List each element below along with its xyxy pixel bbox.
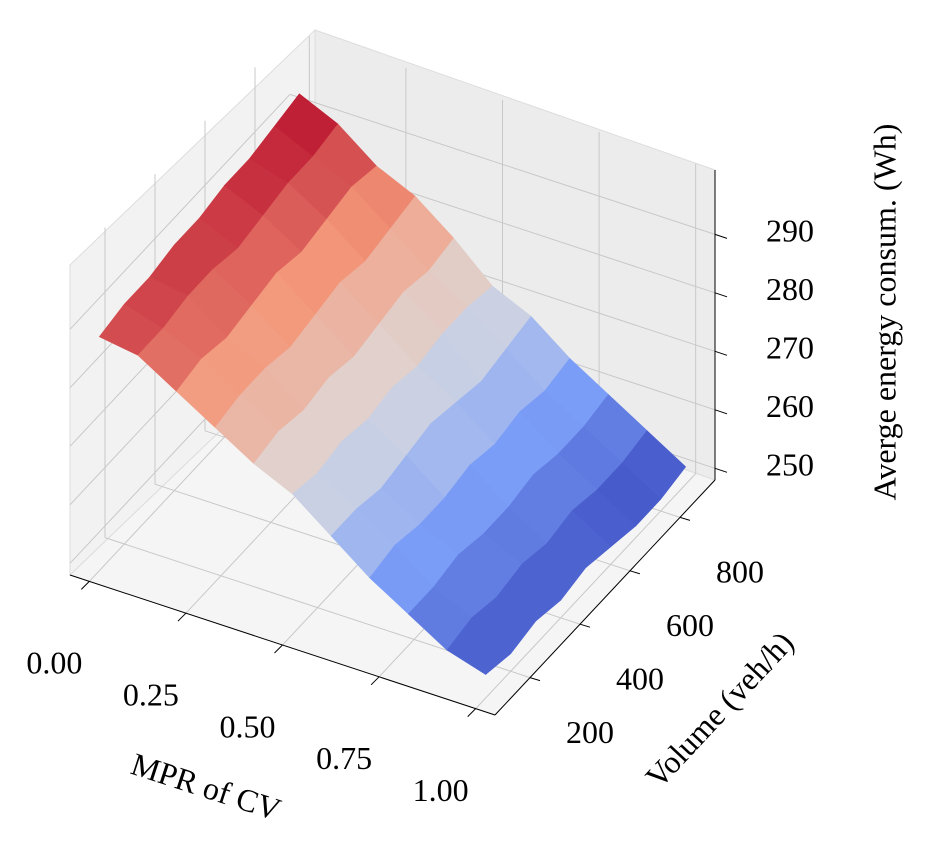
tick-mark: [274, 644, 283, 654]
tick-mark: [714, 233, 728, 239]
x-tick-label: 0.50: [220, 708, 276, 744]
y-axis-label: Volume (veh/h): [638, 624, 800, 794]
x-axis-label: MPR of CV: [127, 746, 285, 828]
tick-mark: [629, 570, 641, 575]
y-tick-label: 800: [716, 554, 764, 590]
x-tick-label: 0.75: [316, 740, 372, 776]
x-tick-label: 0.25: [123, 677, 179, 713]
x-tick-label: 0.00: [26, 645, 82, 681]
tick-mark: [370, 676, 380, 686]
y-axis-line: [494, 479, 716, 716]
tick-mark: [714, 409, 728, 415]
tick-mark: [714, 292, 728, 298]
tick-mark: [679, 516, 691, 521]
tick-mark: [467, 708, 477, 717]
y-tick-label: 400: [616, 661, 664, 697]
z-tick-label: 280: [766, 271, 814, 307]
grid-line: [69, 93, 291, 330]
z-tick-label: 260: [766, 388, 814, 424]
x-tick-label: 1.00: [413, 772, 469, 808]
tick-mark: [579, 623, 591, 628]
tick-mark: [80, 581, 90, 590]
tick-mark: [177, 612, 187, 622]
grid-line: [289, 93, 716, 235]
grid-line: [475, 473, 697, 709]
tick-mark: [529, 677, 541, 682]
surface-cell: [446, 617, 512, 675]
y-tick-label: 600: [666, 607, 714, 643]
tick-mark: [714, 467, 728, 473]
tick-mark: [714, 350, 728, 356]
x-axis-line: [69, 574, 496, 716]
z-tick-label: 250: [766, 447, 814, 483]
z-tick-label: 270: [766, 330, 814, 366]
z-tick-label: 290: [766, 213, 814, 249]
y-tick-label: 200: [566, 714, 614, 750]
z-axis-label: Averge energy consum. (Wh): [866, 124, 902, 501]
